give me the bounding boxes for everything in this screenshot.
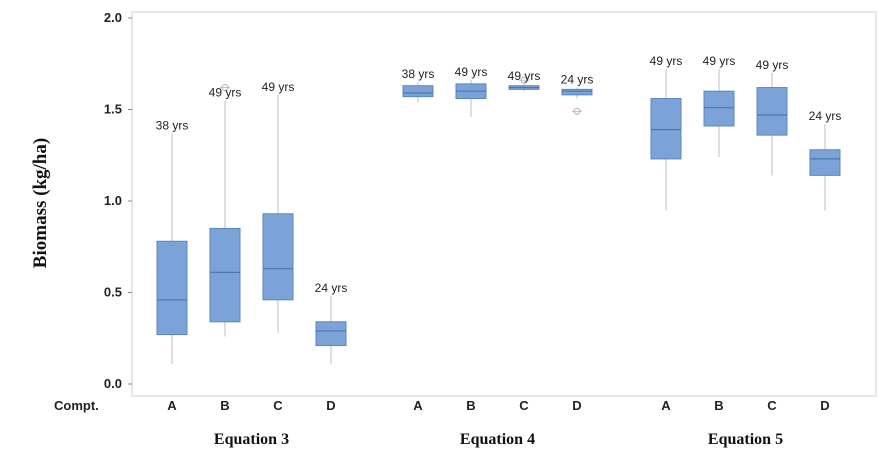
box-iqr [809, 149, 841, 176]
box-equation-5-d: 24 yrs [809, 109, 842, 211]
box-iqr [262, 213, 294, 301]
plot-panel [131, 11, 877, 397]
box-age-label: 49 yrs [455, 65, 488, 79]
category-label: A [167, 398, 177, 413]
box-age-label: 49 yrs [756, 58, 789, 72]
category-label: D [326, 398, 335, 413]
box-age-label: 38 yrs [156, 118, 189, 132]
box-equation-3-a: 38 yrs [156, 118, 189, 364]
box-equation-3-c: 49 yrs [262, 80, 295, 333]
category-label: D [572, 398, 581, 413]
box-iqr [561, 88, 593, 96]
box-iqr [156, 240, 188, 336]
y-tick-label: 1.5 [104, 102, 122, 117]
box-iqr [315, 321, 347, 347]
y-tick-label: 2.0 [104, 10, 122, 25]
category-label: C [519, 398, 529, 413]
category-label: A [661, 398, 671, 413]
box-iqr [703, 90, 735, 127]
category-label: B [714, 398, 723, 413]
box-age-label: 49 yrs [262, 80, 295, 94]
box-age-label: 49 yrs [508, 69, 541, 83]
category-label: B [220, 398, 229, 413]
box-age-label: 24 yrs [315, 281, 348, 295]
y-tick-label: 0.0 [104, 376, 122, 391]
group-label: Equation 3 [214, 431, 289, 448]
y-tick-label: 0.5 [104, 285, 122, 300]
box-equation-5-b: 49 yrs [703, 54, 736, 158]
category-label: B [466, 398, 475, 413]
box-iqr [650, 98, 682, 160]
y-axis-ticks: 0.0 0.5 1.0 1.5 2.0 [104, 10, 132, 391]
y-tick-label: 1.0 [104, 193, 122, 208]
box-age-label: 49 yrs [650, 54, 683, 68]
group-label: Equation 4 [460, 431, 535, 448]
x-axis-title: Compt. [54, 398, 99, 413]
x-axis-labels: A B C D Equation 3 A B C D Equation 4 A B C D Equation… [167, 398, 829, 448]
box-age-label: 38 yrs [402, 67, 435, 81]
box-iqr [756, 87, 788, 136]
y-axis-title: Biomass (kg/ha) [30, 138, 51, 268]
group-label: Equation 5 [708, 431, 783, 448]
category-label: C [273, 398, 283, 413]
category-label: C [767, 398, 777, 413]
box-equation-3-d: 24 yrs [315, 281, 348, 364]
box-equation-4-c: 49 yrs [508, 69, 541, 92]
category-label: A [413, 398, 423, 413]
box-equation-5-c: 49 yrs [756, 58, 789, 176]
box-equation-3-b: 49 yrs [209, 84, 242, 337]
box-equation-5-a: 49 yrs [650, 54, 683, 211]
box-age-label: 49 yrs [209, 85, 242, 99]
box-age-label: 24 yrs [561, 73, 594, 87]
box-equation-4-a: 38 yrs [402, 67, 435, 103]
category-label: D [820, 398, 829, 413]
box-iqr [402, 85, 434, 98]
boxes-layer: 38 yrs 49 yrs 49 yrs 24 yrs 38 yrs 49 yrs 49 y… [156, 54, 842, 364]
box-iqr [209, 227, 241, 323]
box-age-label: 24 yrs [809, 109, 842, 123]
box-age-label: 49 yrs [703, 54, 736, 68]
box-equation-4-d: 24 yrs [561, 73, 594, 115]
box-equation-4-b: 49 yrs [455, 65, 488, 117]
